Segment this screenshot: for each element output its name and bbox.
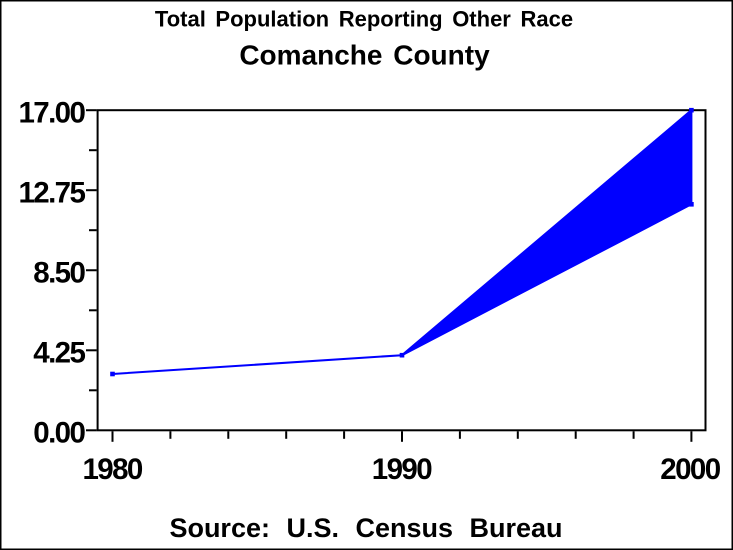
svg-text:8.50: 8.50 <box>33 257 85 290</box>
svg-text:Total Population Reporting Oth: Total Population Reporting Other Race <box>155 7 573 32</box>
svg-text:1980: 1980 <box>82 453 142 486</box>
svg-text:2000: 2000 <box>660 453 720 486</box>
svg-text:4.25: 4.25 <box>33 337 85 370</box>
svg-text:Comanche County: Comanche County <box>239 40 490 71</box>
svg-text:Source: U.S. Census Bureau: Source: U.S. Census Bureau <box>169 513 562 543</box>
svg-text:17.00: 17.00 <box>18 97 85 130</box>
svg-text:0.00: 0.00 <box>33 417 85 450</box>
svg-text:1990: 1990 <box>372 453 432 486</box>
svg-text:12.75: 12.75 <box>18 177 85 210</box>
